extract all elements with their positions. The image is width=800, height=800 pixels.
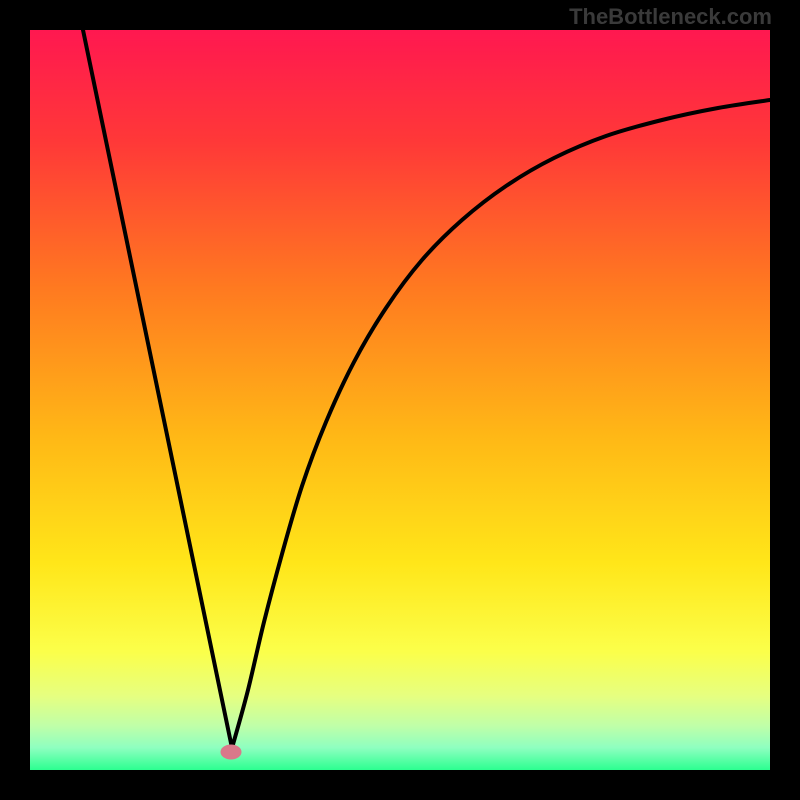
curve-layer bbox=[30, 30, 770, 770]
bottleneck-curve bbox=[83, 30, 770, 748]
minimum-marker bbox=[221, 745, 241, 759]
plot-area bbox=[30, 30, 770, 770]
watermark-text: TheBottleneck.com bbox=[569, 4, 772, 30]
